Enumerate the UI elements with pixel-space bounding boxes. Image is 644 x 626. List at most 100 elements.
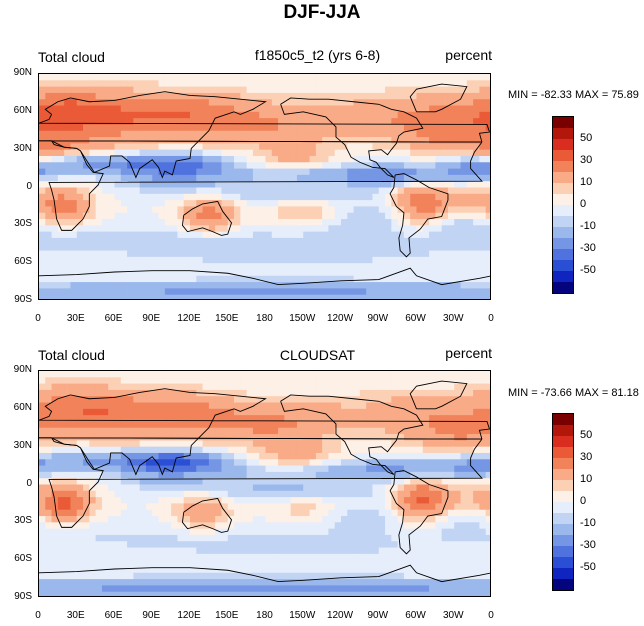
field-cell xyxy=(341,80,348,87)
field-cell xyxy=(208,206,216,214)
field-cell xyxy=(127,118,134,125)
field-cell xyxy=(95,503,103,511)
field-cell xyxy=(454,237,461,245)
field-cell xyxy=(435,396,443,403)
field-cell xyxy=(347,288,354,296)
field-cell xyxy=(353,200,361,207)
field-cell xyxy=(278,446,285,454)
field-cell xyxy=(429,237,436,245)
field-cell xyxy=(127,402,134,410)
field-cell xyxy=(177,396,185,403)
field-cell xyxy=(145,269,153,277)
field-cell xyxy=(64,572,71,580)
field-cell xyxy=(108,566,115,574)
field-cell xyxy=(416,74,424,81)
field-cell xyxy=(391,389,399,397)
field-cell xyxy=(101,162,109,169)
field-cell xyxy=(145,206,153,214)
field-cell xyxy=(334,547,342,555)
field-cell xyxy=(278,168,285,176)
field-cell xyxy=(359,80,367,87)
field-cell xyxy=(278,389,285,397)
field-cell xyxy=(234,130,241,138)
field-cell xyxy=(259,389,266,397)
field-cell xyxy=(341,143,348,151)
field-cell xyxy=(202,105,210,113)
field-cell xyxy=(108,427,115,435)
field-cell xyxy=(447,130,455,138)
field-cell xyxy=(315,534,323,542)
field-cell xyxy=(341,86,348,94)
field-cell xyxy=(139,105,147,113)
field-cell xyxy=(120,440,128,448)
map-plot xyxy=(38,370,491,597)
field-cell xyxy=(39,80,46,87)
field-cell xyxy=(252,541,260,548)
field-cell xyxy=(422,371,430,378)
field-cell xyxy=(397,497,405,504)
cloud-difference-map xyxy=(39,371,490,596)
field-cell xyxy=(441,200,449,207)
field-cell xyxy=(435,237,443,245)
field-cell xyxy=(83,143,90,151)
field-cell xyxy=(208,452,216,460)
field-cell xyxy=(139,396,147,403)
field-cell xyxy=(127,459,134,466)
longitude-tick-label: 150E xyxy=(215,313,239,324)
field-cell xyxy=(473,560,480,567)
field-cell xyxy=(271,560,279,567)
field-cell xyxy=(473,92,480,100)
field-cell xyxy=(133,143,141,151)
field-cell xyxy=(454,383,461,391)
field-cell xyxy=(202,288,210,296)
field-cell xyxy=(45,244,52,251)
field-cell xyxy=(51,231,59,239)
field-cell xyxy=(410,105,417,113)
field-cell xyxy=(473,446,480,454)
field-cell xyxy=(120,446,128,454)
field-cell xyxy=(441,206,449,214)
field-cell xyxy=(435,149,443,157)
field-cell xyxy=(347,225,354,233)
field-cell xyxy=(57,92,65,100)
field-cell xyxy=(347,452,354,460)
field-cell xyxy=(64,402,71,410)
field-cell xyxy=(278,225,285,233)
field-cell xyxy=(435,137,443,144)
field-cell xyxy=(240,497,248,504)
field-cell xyxy=(328,534,336,542)
field-cell xyxy=(158,275,166,283)
field-cell xyxy=(177,389,185,397)
field-cell xyxy=(473,371,480,378)
field-cell xyxy=(341,560,348,567)
field-cell xyxy=(39,275,46,283)
field-cell xyxy=(359,225,367,233)
field-cell xyxy=(259,402,266,410)
field-cell xyxy=(303,181,310,188)
field-cell xyxy=(397,181,405,188)
field-cell xyxy=(196,244,203,251)
field-cell xyxy=(221,155,229,163)
field-cell xyxy=(479,465,487,473)
field-cell xyxy=(441,415,449,422)
field-cell xyxy=(39,383,46,391)
field-cell xyxy=(183,200,191,207)
field-cell xyxy=(76,465,84,473)
field-cell xyxy=(378,415,386,422)
field-cell xyxy=(114,288,122,296)
field-cell xyxy=(39,155,46,163)
field-cell xyxy=(429,219,436,226)
field-cell xyxy=(234,484,241,492)
field-cell xyxy=(265,465,273,473)
field-cell xyxy=(158,402,166,410)
field-cell xyxy=(322,137,329,144)
field-cell xyxy=(234,99,241,106)
field-cell xyxy=(89,389,97,397)
field-cell xyxy=(397,377,405,384)
field-cell xyxy=(353,250,361,258)
field-cell xyxy=(83,244,90,251)
field-cell xyxy=(215,237,222,245)
field-cell xyxy=(378,560,386,567)
field-cell xyxy=(454,402,461,410)
field-cell xyxy=(89,459,97,466)
